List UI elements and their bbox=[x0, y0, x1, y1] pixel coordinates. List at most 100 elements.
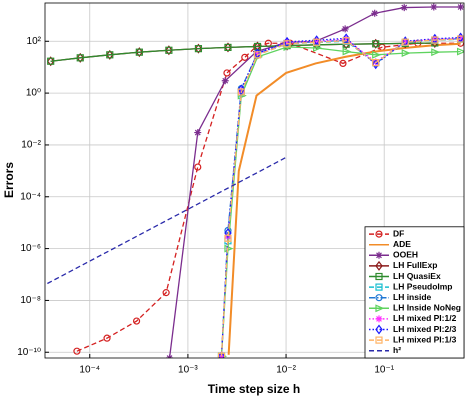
legend-label: LH mixed PI:1/3 bbox=[393, 334, 457, 344]
marker bbox=[372, 59, 380, 67]
y-tick-label: 10⁻¹⁰ bbox=[17, 347, 41, 358]
legend-label: LH mixed PI:2/3 bbox=[393, 324, 457, 334]
marker bbox=[106, 51, 114, 59]
marker bbox=[165, 46, 173, 54]
marker bbox=[76, 54, 84, 62]
marker bbox=[401, 38, 409, 46]
marker bbox=[375, 283, 383, 291]
y-tick-label: 10² bbox=[27, 36, 42, 47]
marker bbox=[224, 244, 234, 253]
marker bbox=[375, 260, 383, 271]
marker bbox=[372, 40, 380, 48]
marker bbox=[371, 38, 380, 49]
marker bbox=[371, 59, 380, 70]
legend-label: LH PseudoImp bbox=[393, 281, 453, 291]
marker bbox=[46, 56, 55, 67]
y-tick-label: 10⁻² bbox=[21, 140, 41, 151]
legend-label: LH Inside NoNeg bbox=[393, 303, 461, 313]
marker bbox=[165, 45, 173, 56]
marker bbox=[342, 37, 350, 45]
series-line bbox=[227, 42, 461, 355]
marker bbox=[313, 37, 321, 45]
series-line bbox=[220, 36, 461, 357]
marker bbox=[371, 9, 379, 17]
legend-label: DF bbox=[393, 228, 404, 238]
y-axis-label: Errors bbox=[2, 162, 16, 198]
marker bbox=[283, 40, 291, 48]
marker bbox=[194, 43, 203, 54]
marker bbox=[224, 234, 232, 242]
marker bbox=[194, 45, 203, 53]
marker bbox=[457, 3, 464, 11]
marker bbox=[372, 50, 382, 59]
marker bbox=[401, 49, 411, 58]
marker bbox=[375, 336, 383, 344]
marker bbox=[224, 227, 232, 238]
marker bbox=[254, 50, 262, 58]
marker bbox=[106, 49, 114, 60]
marker bbox=[224, 42, 232, 53]
marker bbox=[401, 38, 409, 46]
marker bbox=[342, 35, 350, 43]
marker bbox=[283, 38, 291, 46]
y-tick-label: 10⁻⁸ bbox=[20, 295, 41, 306]
marker bbox=[76, 52, 84, 63]
y-tick-label: 10⁻⁴ bbox=[20, 191, 41, 202]
legend-label: OOEH bbox=[393, 250, 418, 260]
legend-box bbox=[364, 226, 465, 359]
marker bbox=[237, 88, 245, 96]
marker bbox=[375, 251, 383, 259]
marker bbox=[135, 47, 144, 58]
marker bbox=[73, 347, 81, 355]
y-tick-label: 10⁻⁶ bbox=[20, 243, 41, 254]
marker bbox=[339, 59, 347, 68]
legend-label: h² bbox=[393, 345, 401, 355]
marker bbox=[342, 33, 350, 44]
marker bbox=[400, 4, 408, 12]
marker bbox=[132, 317, 141, 325]
marker bbox=[341, 25, 349, 33]
series-line bbox=[220, 38, 461, 357]
marker bbox=[194, 163, 202, 171]
marker bbox=[456, 35, 464, 43]
marker bbox=[194, 129, 202, 137]
legend-label: LH QuasiEx bbox=[393, 271, 441, 281]
marker bbox=[375, 272, 383, 281]
grid bbox=[45, 3, 464, 358]
x-tick-label: 10⁻⁴ bbox=[79, 365, 100, 376]
series-line bbox=[47, 156, 287, 285]
marker bbox=[217, 351, 226, 358]
marker bbox=[162, 289, 170, 297]
ticks: 10⁻⁴ 10⁻³ 10⁻² 10⁻¹ 10⁻¹⁰ 10⁻⁸ 10⁻⁶ 10⁻⁴ 10⁻² 10⁰… bbox=[17, 36, 394, 376]
marker bbox=[457, 34, 464, 42]
marker bbox=[375, 315, 383, 323]
x-tick-label: 10⁻³ bbox=[178, 365, 198, 376]
marker bbox=[223, 69, 231, 77]
marker bbox=[135, 48, 143, 56]
marker bbox=[253, 51, 262, 59]
series-line bbox=[50, 42, 435, 62]
x-axis-label: Time step size h bbox=[208, 382, 300, 396]
marker bbox=[47, 57, 55, 65]
marker bbox=[431, 48, 441, 57]
legend-label: ADE bbox=[393, 239, 411, 249]
marker bbox=[375, 304, 385, 313]
marker bbox=[224, 43, 232, 52]
marker bbox=[375, 294, 383, 302]
marker bbox=[313, 44, 323, 52]
legend-label: LH mixed PI:1/2 bbox=[393, 313, 457, 323]
marker bbox=[375, 230, 383, 238]
marker bbox=[313, 38, 321, 46]
y-tick-label: 10⁰ bbox=[26, 88, 41, 99]
marker bbox=[217, 352, 226, 358]
series-layer bbox=[46, 3, 464, 358]
series-line bbox=[76, 42, 461, 352]
x-tick-label: 10⁻² bbox=[276, 365, 296, 376]
x-tick-label: 10⁻¹ bbox=[374, 365, 394, 376]
marker bbox=[431, 36, 439, 44]
marker bbox=[237, 84, 246, 95]
marker bbox=[221, 77, 229, 85]
axes-box bbox=[44, 2, 465, 359]
